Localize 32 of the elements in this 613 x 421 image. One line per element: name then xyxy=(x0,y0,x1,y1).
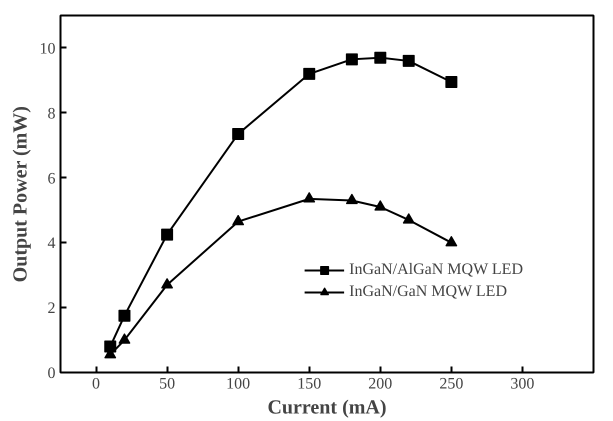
x-tick-label: 300 xyxy=(510,376,534,392)
point xyxy=(232,128,244,140)
point xyxy=(374,200,386,211)
x-tick-label: 50 xyxy=(159,376,176,392)
x-tick-label: 0 xyxy=(92,376,100,392)
y-tick-label: 2 xyxy=(48,300,56,318)
x-tick-label: 150 xyxy=(297,376,322,392)
point xyxy=(402,54,415,67)
point xyxy=(303,68,316,80)
y-tick-label: 6 xyxy=(48,170,56,188)
point xyxy=(445,76,458,88)
point xyxy=(374,52,386,64)
point xyxy=(118,333,130,344)
y-tick-label: 8 xyxy=(48,105,56,122)
point xyxy=(346,194,358,204)
y-tick-label: 4 xyxy=(48,235,56,252)
legend-label: InGaN/AlGaN MQW LED xyxy=(349,261,523,279)
point xyxy=(445,236,458,246)
y-tick-label: 10 xyxy=(40,40,56,58)
x-axis-title: Current (mA) xyxy=(267,396,387,418)
point xyxy=(346,53,358,66)
y-axis-title: Output Power (mW) xyxy=(10,106,32,282)
point xyxy=(402,213,415,224)
legend-label: InGaN/GaN MQW LED xyxy=(349,283,507,301)
point xyxy=(303,192,316,203)
x-tick-label: 250 xyxy=(439,376,464,392)
x-tick-label: 200 xyxy=(368,376,392,392)
point xyxy=(161,278,174,289)
x-tick-label: 100 xyxy=(226,376,250,392)
y-tick-label: 0 xyxy=(48,365,56,382)
point xyxy=(232,214,244,226)
point xyxy=(161,228,174,241)
